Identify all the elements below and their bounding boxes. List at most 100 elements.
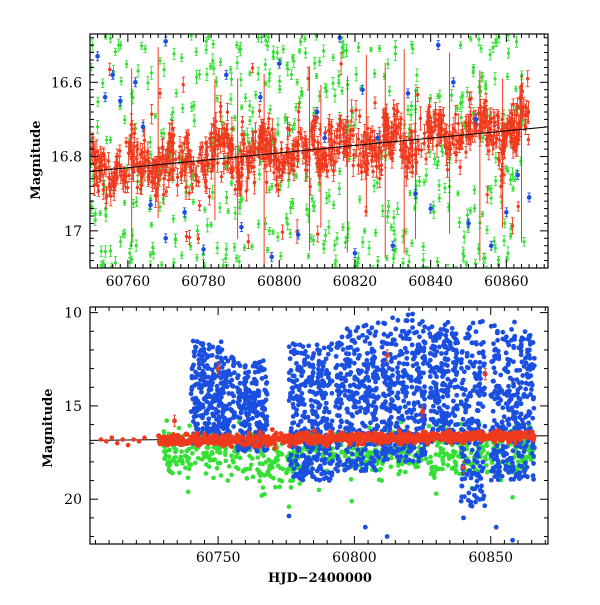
green-point [523,240,526,243]
green-point [211,59,214,62]
green-point [172,217,175,220]
green-point [465,263,468,266]
green-point [494,247,497,250]
green-point [415,74,418,77]
green-point [279,184,282,187]
green-point [477,38,480,41]
green-point [437,160,440,163]
green-point [410,104,413,107]
green-point [509,235,512,238]
green-point [209,65,212,68]
green-point [493,77,496,80]
green-point [206,224,209,227]
red-point [128,143,131,146]
green-point [325,89,328,92]
green-point [109,249,112,252]
green-point [162,68,165,71]
green-point [491,46,494,49]
red-point [162,193,165,196]
green-point [248,104,251,107]
green-point [376,181,379,184]
green-point [422,245,425,248]
green-point [303,37,306,40]
red-point [465,135,468,138]
red-point [484,99,487,102]
red-point [191,186,194,189]
green-point [104,250,107,253]
green-point [473,188,476,191]
red-point [424,157,427,160]
green-point [481,136,484,139]
green-point [101,82,104,85]
red-point [427,145,430,148]
red-point [209,136,212,139]
red-point [513,120,516,123]
red-point [511,224,514,227]
green-point [130,258,133,261]
green-point [401,261,404,264]
red-point [335,134,338,137]
red-point [423,132,426,135]
green-point [446,269,449,272]
green-point [104,214,107,217]
green-point [307,255,310,258]
green-point [238,260,241,263]
green-point [472,71,475,74]
green-point [443,187,446,190]
green-point [469,37,472,40]
red-point [195,174,198,177]
red-point [168,160,171,163]
green-point [250,245,253,248]
red-point [216,161,219,164]
green-point [212,43,215,46]
green-point [324,234,327,237]
red-point [335,149,338,152]
red-point [330,125,333,128]
green-point [233,116,236,119]
green-point [216,97,219,100]
green-point [276,51,279,54]
red-point [187,191,190,194]
green-point [305,208,308,211]
green-point [94,212,97,215]
red-point [422,142,425,145]
red-point [338,142,341,145]
red-point [280,174,283,177]
red-point [371,170,374,173]
green-point [461,94,464,97]
green-point [422,258,425,261]
red-point [375,165,378,168]
green-point [363,229,366,232]
red-point [336,129,339,132]
red-point [287,171,290,174]
red-point [91,136,94,139]
red-point [442,114,445,117]
green-point [514,87,517,90]
red-point [446,168,449,171]
green-point [358,198,361,201]
green-point [461,252,464,255]
red-point [440,133,443,136]
red-point [517,205,520,208]
green-point [189,245,192,248]
red-point [358,114,361,117]
green-point [251,111,254,114]
green-point [198,73,201,76]
green-point [299,40,302,43]
green-point [104,35,107,38]
green-point [276,123,279,126]
green-point [193,119,196,122]
red-point [240,158,243,161]
red-point [373,101,376,104]
green-point [406,108,409,111]
green-point [205,73,208,76]
green-point [338,170,341,173]
green-point [513,177,516,180]
red-point [206,164,209,167]
green-point [424,269,427,272]
green-point [248,119,251,122]
green-point [271,230,274,233]
green-point [341,226,344,229]
